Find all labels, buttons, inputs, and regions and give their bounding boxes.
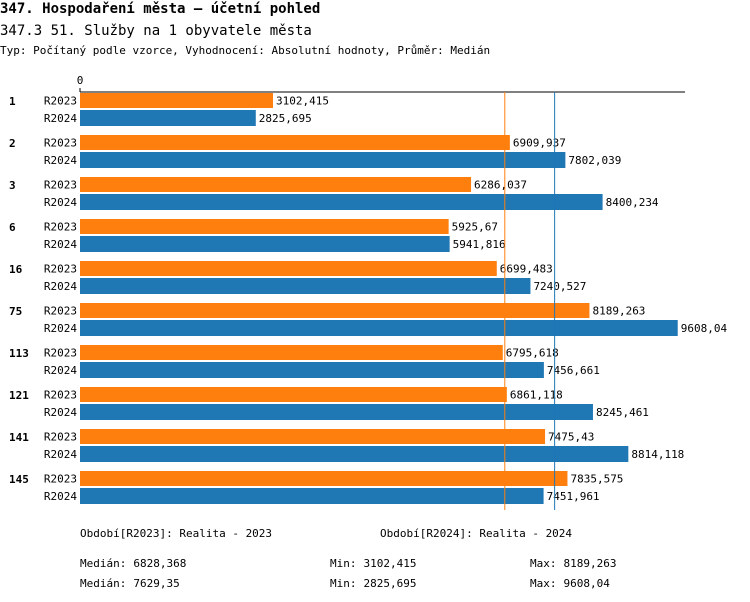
value-label: 8245,461 <box>596 406 649 419</box>
value-label: 6286,037 <box>474 179 527 192</box>
bar <box>80 135 510 150</box>
bar <box>80 261 497 276</box>
bar <box>80 429 546 444</box>
bar <box>80 404 593 420</box>
bar <box>80 110 256 126</box>
category-label: 141 <box>9 431 29 444</box>
series-code: R2024 <box>44 112 77 125</box>
stat-label: Max: <box>530 577 557 590</box>
bar <box>80 446 629 462</box>
value-label: 7456,661 <box>547 364 600 377</box>
bar <box>80 236 450 252</box>
value-label: 6861,118 <box>510 389 563 402</box>
stat-value: 2825,695 <box>364 577 417 590</box>
chart-description: Typ: Počítaný podle vzorce, Vyhodnocení:… <box>0 44 490 57</box>
series-code: R2024 <box>44 280 77 293</box>
series-code: R2024 <box>44 154 77 167</box>
category-label: 113 <box>9 347 29 360</box>
value-label: 9608,04 <box>681 322 728 335</box>
series-code: R2024 <box>44 406 77 419</box>
category-label: 6 <box>9 221 16 234</box>
bar <box>80 387 507 402</box>
series-code: R2024 <box>44 238 77 251</box>
series-code: R2023 <box>44 179 77 192</box>
category-label: 16 <box>9 263 23 276</box>
series-code: R2024 <box>44 364 77 377</box>
value-label: 7475,43 <box>548 431 594 444</box>
bar <box>80 177 472 192</box>
bar <box>80 488 544 504</box>
series-code: R2023 <box>44 473 77 486</box>
series-code: R2023 <box>44 347 77 360</box>
stat-value: 3102,415 <box>364 557 417 570</box>
stat-value: 8189,263 <box>564 557 617 570</box>
stat-label: Max: <box>530 557 557 570</box>
legend-entry: Období[R2023]: Realita - 2023 <box>80 527 272 540</box>
stat-value: 6828,368 <box>133 557 186 570</box>
category-label: 2 <box>9 137 16 150</box>
value-label: 2825,695 <box>259 112 312 125</box>
series-code: R2023 <box>44 431 77 444</box>
value-label: 7802,039 <box>568 154 621 167</box>
category-label: 3 <box>9 179 16 192</box>
stat-value: 7629,35 <box>133 577 179 590</box>
value-label: 8400,234 <box>606 196 659 209</box>
bar <box>80 362 544 378</box>
bar <box>80 345 503 360</box>
value-label: 7240,527 <box>533 280 586 293</box>
bar <box>80 471 568 486</box>
chart-title: 347. Hospodaření města – účetní pohled <box>0 1 320 17</box>
value-label: 8189,263 <box>592 305 645 318</box>
stat-label: Medián: <box>80 557 126 570</box>
value-label: 6909,937 <box>513 137 566 150</box>
value-label: 5941,816 <box>453 238 506 251</box>
category-label: 121 <box>9 389 29 402</box>
series-code: R2024 <box>44 196 77 209</box>
series-code: R2023 <box>44 263 77 276</box>
bar <box>80 219 449 234</box>
value-label: 3102,415 <box>276 95 329 108</box>
value-label: 6795,618 <box>506 347 559 360</box>
value-label: 7835,575 <box>570 473 623 486</box>
series-code: R2024 <box>44 490 77 503</box>
bar <box>80 152 566 168</box>
bar <box>80 320 678 336</box>
x-tick-label: 0 <box>77 74 84 87</box>
value-label: 7451,961 <box>547 490 600 503</box>
stat-label: Min: <box>330 577 357 590</box>
bar <box>80 194 603 210</box>
bar <box>80 278 531 294</box>
stat-label: Medián: <box>80 577 126 590</box>
chart-subtitle: 347.3 51. Služby na 1 obyvatele města <box>0 23 312 39</box>
series-code: R2024 <box>44 448 77 461</box>
series-code: R2023 <box>44 305 77 318</box>
category-label: 1 <box>9 95 16 108</box>
series-code: R2024 <box>44 322 77 335</box>
series-code: R2023 <box>44 95 77 108</box>
value-label: 6699,483 <box>500 263 553 276</box>
value-label: 5925,67 <box>452 221 498 234</box>
stat-value: 9608,04 <box>564 577 611 590</box>
value-label: 8814,118 <box>631 448 684 461</box>
legend-entry: Období[R2024]: Realita - 2024 <box>380 527 572 540</box>
series-code: R2023 <box>44 389 77 402</box>
category-label: 75 <box>9 305 22 318</box>
stat-label: Min: <box>330 557 357 570</box>
category-label: 145 <box>9 473 29 486</box>
bar <box>80 93 274 108</box>
series-code: R2023 <box>44 221 77 234</box>
series-code: R2023 <box>44 137 77 150</box>
bar <box>80 303 590 318</box>
